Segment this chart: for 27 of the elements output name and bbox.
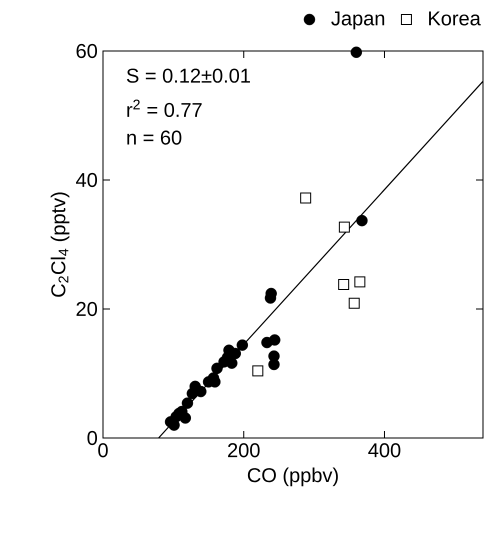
x-axis-title: CO (ppbv) bbox=[248, 468, 338, 486]
point bbox=[300, 192, 312, 204]
annotation: S = 0.12±0.01 bbox=[126, 68, 250, 83]
point bbox=[268, 358, 280, 370]
y-tick-label: 0 bbox=[87, 430, 98, 446]
y-tick-label: 40 bbox=[76, 172, 98, 188]
x-tick-label: 0 bbox=[98, 443, 108, 458]
point bbox=[338, 278, 350, 290]
y-tick-label: 20 bbox=[76, 302, 98, 316]
x-tick-label: 200 bbox=[228, 443, 260, 458]
point bbox=[211, 362, 223, 374]
annotation: r$^{2}$ = 0.77 bbox=[127, 100, 202, 118]
point bbox=[348, 298, 360, 309]
legend-label: Japan bbox=[331, 12, 384, 30]
point bbox=[252, 365, 264, 376]
point bbox=[356, 214, 368, 226]
legend-label: Korea bbox=[429, 12, 481, 26]
y-tick-label: 60 bbox=[76, 44, 98, 58]
point bbox=[236, 339, 248, 351]
point bbox=[350, 46, 362, 58]
x-tick-label: 400 bbox=[368, 443, 400, 458]
point bbox=[338, 222, 350, 233]
annotation: n = 60 bbox=[127, 130, 182, 145]
y-axis-title: C$_{2}$Cl$_{4}$ (pptv) bbox=[50, 192, 70, 297]
point bbox=[182, 397, 194, 409]
point bbox=[354, 276, 366, 288]
point bbox=[269, 334, 280, 346]
